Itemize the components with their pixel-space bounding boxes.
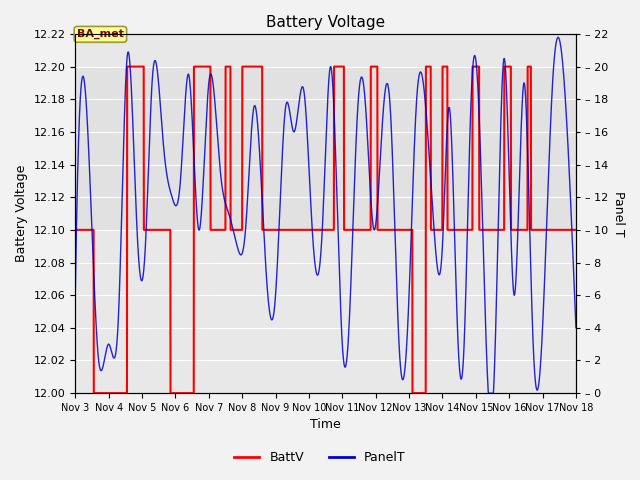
- Legend: BattV, PanelT: BattV, PanelT: [229, 446, 411, 469]
- Y-axis label: Panel T: Panel T: [612, 191, 625, 236]
- Bar: [76, 67, 576, 230]
- Text: BA_met: BA_met: [77, 29, 124, 39]
- Title: Battery Voltage: Battery Voltage: [266, 15, 385, 30]
- X-axis label: Time: Time: [310, 419, 341, 432]
- Y-axis label: Battery Voltage: Battery Voltage: [15, 165, 28, 262]
